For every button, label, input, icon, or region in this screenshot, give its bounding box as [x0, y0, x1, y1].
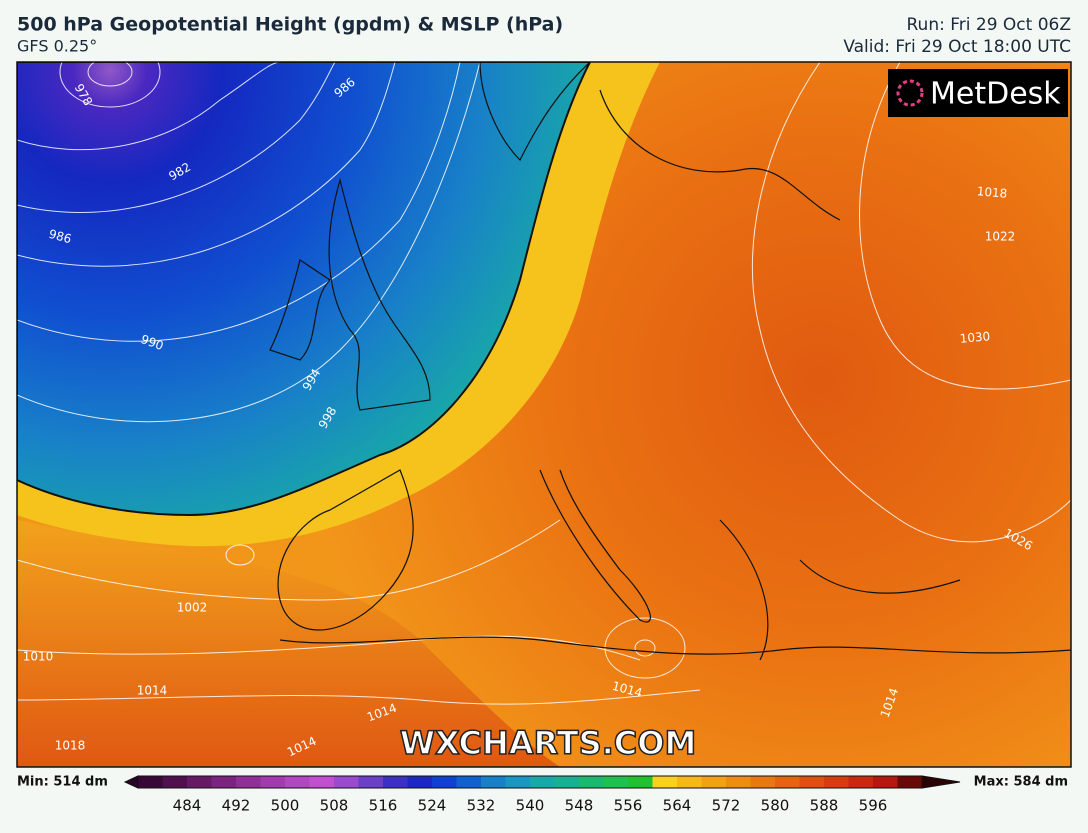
isobar-label: 1014	[137, 684, 168, 698]
map-area	[17, 62, 1071, 767]
colorbar-swatch	[432, 776, 457, 788]
colorbar-tick-label: 548	[565, 797, 594, 815]
colorbar-swatch	[358, 776, 384, 788]
colorbar-swatch	[554, 776, 580, 788]
valid-time: Valid: Fri 29 Oct 18:00 UTC	[843, 37, 1071, 57]
low-pressure-field	[17, 62, 592, 517]
southwest-field	[17, 520, 560, 767]
colorbar-swatch	[628, 776, 653, 788]
colorbar-tick-label: 484	[173, 797, 202, 815]
colorbar-swatch	[775, 776, 800, 788]
colorbar-swatch	[285, 776, 310, 788]
colorbar-swatch	[456, 776, 482, 788]
colorbar-swatch	[162, 776, 188, 788]
colorbar-swatch	[334, 776, 359, 788]
colorbar-swatch	[873, 776, 898, 788]
colorbar-swatch	[407, 776, 433, 788]
isobar-label: 1018	[55, 739, 86, 753]
isobars	[17, 62, 1071, 705]
colorbar-swatch	[260, 776, 286, 788]
colorbar-tick-label: 524	[418, 797, 447, 815]
coastlines	[269, 62, 1071, 661]
colorbar-tick-label: 508	[320, 797, 349, 815]
colorbar-tick-label: 572	[712, 797, 741, 815]
logo-icon	[896, 79, 924, 107]
map-frame	[16, 61, 1072, 768]
colorbar-swatch	[677, 776, 702, 788]
colorbar-swatch	[848, 776, 874, 788]
colorbar-swatch	[505, 776, 531, 788]
logo: MetDesk	[888, 69, 1068, 117]
isobar-label: 1022	[985, 230, 1016, 244]
colorbar-swatch	[211, 776, 237, 788]
colorbar-swatch	[726, 776, 751, 788]
colorbar-swatch	[481, 776, 506, 788]
watermark: WXCHARTS.COM	[400, 724, 697, 762]
colorbar-tick-label: 540	[516, 797, 545, 815]
isobar-label: 1010	[23, 650, 54, 664]
colorbar-tick-label: 556	[614, 797, 643, 815]
logo-text: MetDesk	[930, 77, 1061, 112]
colorbar-swatch	[652, 776, 678, 788]
colorbar-tick-label: 564	[663, 797, 692, 815]
model: GFS 0.25°	[17, 37, 97, 56]
colorbar-tick-label: 500	[271, 797, 300, 815]
colorbar-tick-label: 580	[761, 797, 790, 815]
isobar-label: 1018	[976, 184, 1008, 201]
isobar-label: 1030	[959, 329, 991, 346]
colorbar-swatch	[799, 776, 825, 788]
isobar-label: 986	[47, 227, 73, 246]
colorbar-swatch	[236, 776, 261, 788]
colorbar-swatch	[824, 776, 849, 788]
colorbar-arrow-right	[921, 775, 961, 789]
colorbar-swatch	[579, 776, 604, 788]
colorbar-max: Max: 584 dm	[974, 775, 1068, 790]
colorbar-swatch	[187, 776, 212, 788]
colorbar-swatch	[603, 776, 629, 788]
colorbar-tick-label: 596	[859, 797, 888, 815]
colorbar-tick-label: 516	[369, 797, 398, 815]
colorbar-swatch	[750, 776, 776, 788]
title: 500 hPa Geopotential Height (gpdm) & MSL…	[17, 14, 563, 36]
logo-box	[888, 69, 1068, 117]
colorbar-swatch	[383, 776, 408, 788]
isobar-label: 1002	[177, 601, 208, 615]
colorbar-tick-label: 532	[467, 797, 496, 815]
colorbar-swatch	[897, 776, 923, 788]
colorbar-swatch	[530, 776, 555, 788]
colorbar-swatch	[138, 776, 163, 788]
colorbar-tick-label: 588	[810, 797, 839, 815]
run-time: Run: Fri 29 Oct 06Z	[907, 15, 1072, 35]
colorbar-arrow-left	[123, 775, 139, 789]
colorbar-frame	[137, 775, 923, 789]
colorbar-tick-label: 492	[222, 797, 251, 815]
colorbar-swatch	[309, 776, 335, 788]
colorbar-min: Min: 514 dm	[17, 775, 108, 790]
colorbar-swatch	[701, 776, 727, 788]
colorbar: 484 492 500 508 516 524 532 540 548 556 564 572 580 5…	[123, 775, 961, 815]
